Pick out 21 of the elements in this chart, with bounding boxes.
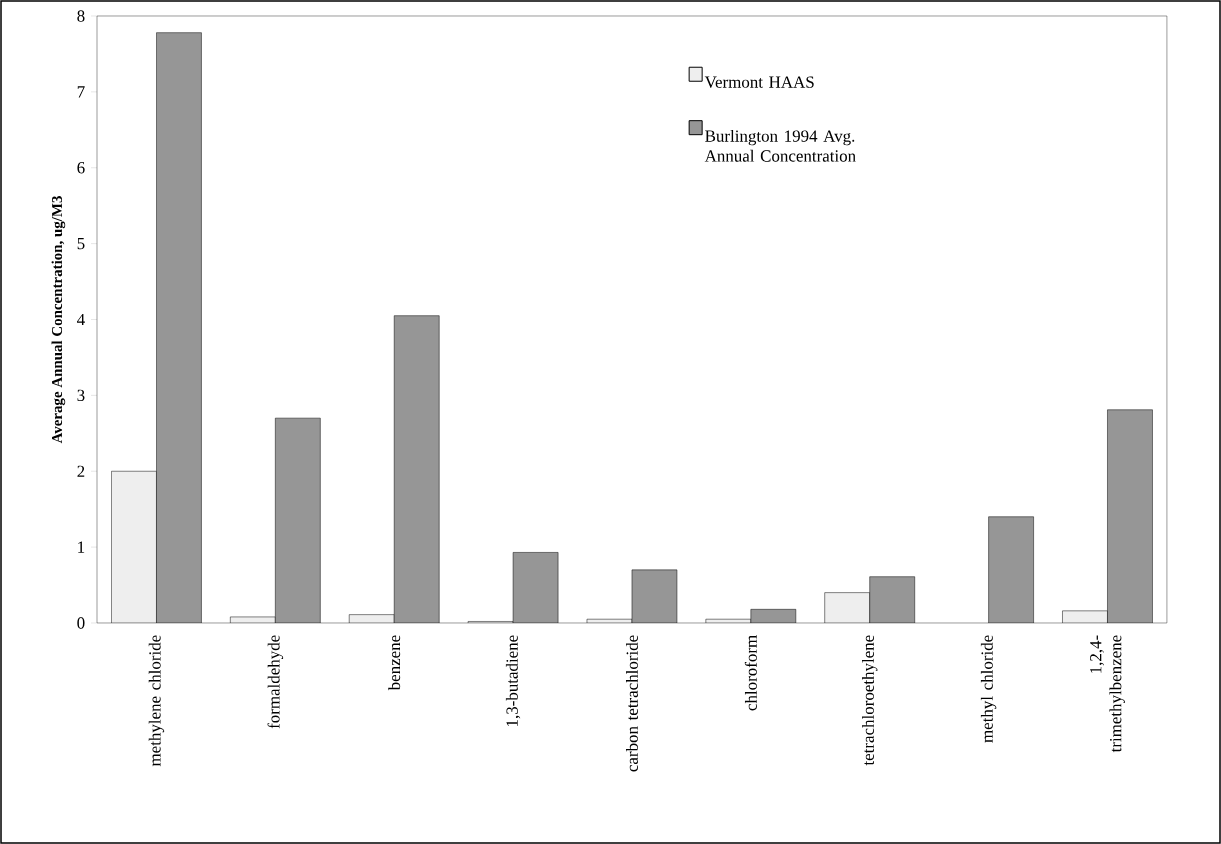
y-axis-title: Average Annual Concentration, ug/M3: [51, 196, 66, 444]
x-tick-label: 1,2,4-trimethylbenzene: [1090, 635, 1125, 753]
y-tick-label: 6: [77, 162, 85, 174]
x-tick-label: benzene: [388, 635, 401, 691]
legend-label: Vermont HAAS: [704, 76, 814, 88]
y-tick-label: 5: [77, 237, 85, 250]
x-tick-label: chloroform: [744, 635, 757, 711]
y-tick-label: 0: [77, 617, 85, 629]
y-tick-label: 7: [77, 86, 85, 98]
y-tick-label: 4: [77, 313, 85, 326]
x-tick-label: methylene chloride: [148, 635, 165, 767]
x-tick-label: methyl chloride: [980, 635, 997, 743]
x-tick-label: formaldehyde: [267, 635, 284, 729]
y-tick-label: 1: [78, 541, 85, 553]
x-tick-label: tetrachloroethylene: [862, 635, 878, 766]
y-tick-label: 3: [77, 389, 85, 402]
y-tick-label: 2: [77, 465, 85, 477]
x-tick-label: carbon tetrachloride: [626, 635, 638, 772]
legend-label: Burlington 1994 Avg. Annual Concentration: [704, 129, 856, 162]
x-tick-label: 1,3-butadiene: [505, 635, 521, 726]
y-tick-label: 8: [77, 10, 85, 22]
